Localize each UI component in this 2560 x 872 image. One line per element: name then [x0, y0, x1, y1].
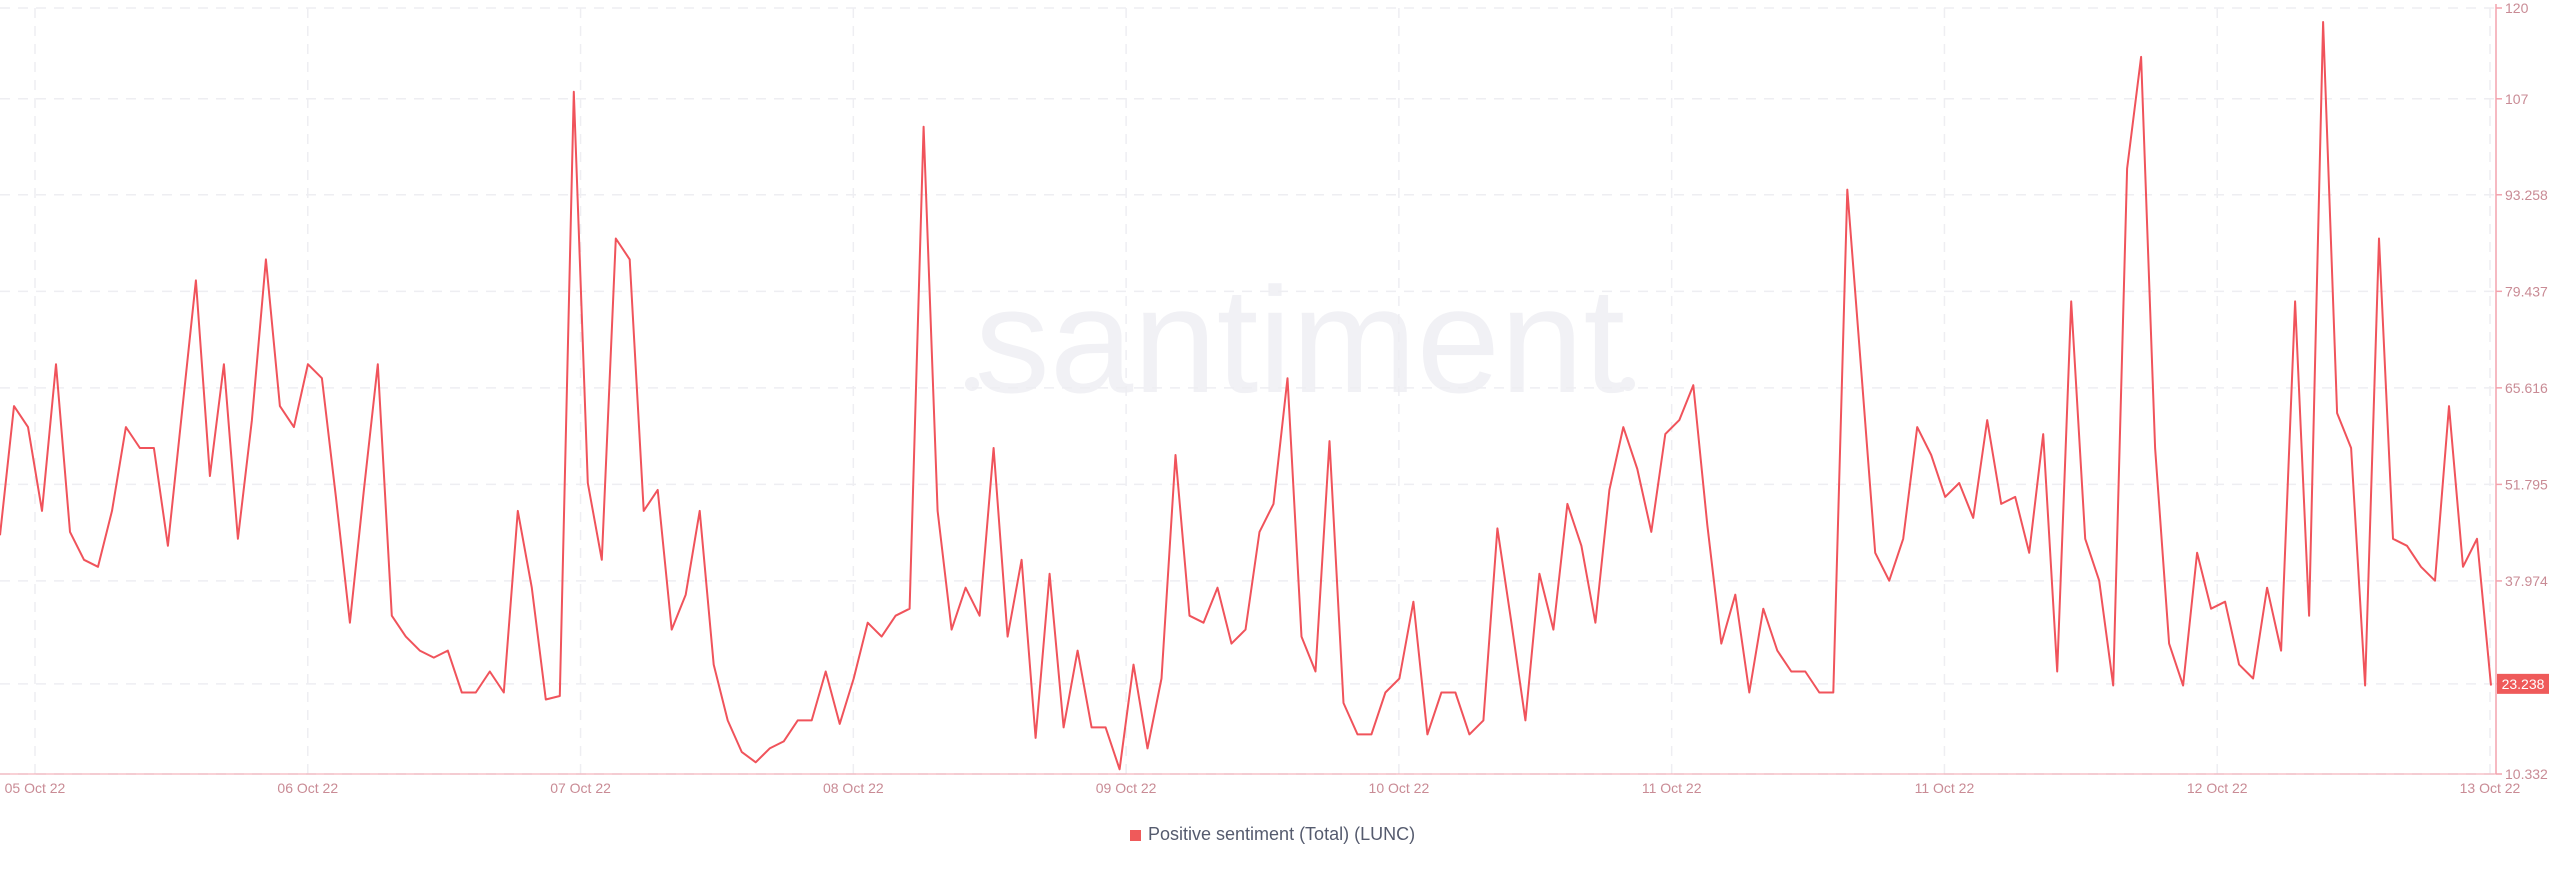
- legend-swatch: [1130, 830, 1141, 841]
- y-tick-label: 107: [2505, 91, 2529, 107]
- y-tick-label: 51.795: [2505, 476, 2548, 492]
- legend-label: Positive sentiment (Total) (LUNC): [1148, 824, 1415, 844]
- x-tick-label: 06 Oct 22: [277, 780, 338, 796]
- x-tick-label: 13 Oct 22: [2460, 780, 2521, 796]
- x-tick-label: 07 Oct 22: [550, 780, 611, 796]
- x-tick-label: 11 Oct 22: [1915, 780, 1975, 796]
- y-tick-label: 93.258: [2505, 187, 2548, 203]
- y-tick-label: 37.974: [2505, 573, 2548, 589]
- watermark-dot-left: [965, 377, 979, 391]
- x-tick-label: 12 Oct 22: [2187, 780, 2248, 796]
- y-tick-label: 65.616: [2505, 380, 2548, 396]
- last-value-label: 23.238: [2502, 676, 2545, 692]
- x-tick-label: 10 Oct 22: [1369, 780, 1430, 796]
- watermark-dot-right: [1621, 377, 1635, 391]
- x-tick-label: 09 Oct 22: [1096, 780, 1157, 796]
- y-tick-label: 120: [2505, 0, 2529, 16]
- series-layer: [0, 21, 2492, 771]
- axes: [0, 4, 2502, 775]
- series-line: [0, 21, 2492, 771]
- y-tick-label: 79.437: [2505, 283, 2548, 299]
- tick-labels: 05 Oct 22 06 Oct 22 07 Oct 22 08 Oct 22 09 O…: [5, 0, 2549, 796]
- watermark: santiment: [975, 256, 1625, 424]
- last-value-badge: [2497, 673, 2549, 694]
- x-tick-label: 08 Oct 22: [823, 780, 884, 796]
- y-tick-label: 10.332: [2505, 766, 2548, 782]
- x-tick-label: 05 Oct 22: [5, 780, 66, 796]
- legend[interactable]: Positive sentiment (Total) (LUNC): [1130, 824, 1415, 844]
- x-tick-label: 11 Oct 22: [1642, 780, 1702, 796]
